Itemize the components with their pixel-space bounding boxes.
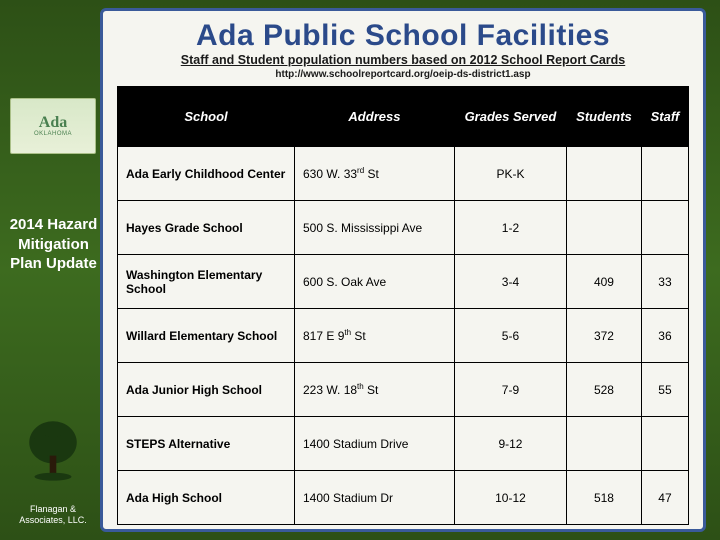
sidebar-title: 2014 Hazard Mitigation Plan Update	[6, 215, 101, 274]
cell-grades: PK-K	[454, 147, 566, 201]
col-grades: Grades Served	[454, 87, 566, 147]
cell-staff: 33	[641, 255, 688, 309]
logo-sub: OKLAHOMA	[34, 131, 72, 137]
cell-grades: 7-9	[454, 363, 566, 417]
cell-students: 409	[567, 255, 642, 309]
cell-students	[567, 417, 642, 471]
facilities-table: School Address Grades Served Students St…	[117, 86, 689, 525]
cell-staff: 55	[641, 363, 688, 417]
cell-students: 518	[567, 471, 642, 525]
cell-staff	[641, 417, 688, 471]
cell-staff: 36	[641, 309, 688, 363]
cell-address: 1400 Stadium Dr	[295, 471, 455, 525]
table-row: Ada High School1400 Stadium Dr10-1251847	[118, 471, 689, 525]
cell-address: 500 S. Mississippi Ave	[295, 201, 455, 255]
footer-line1: Flanagan &	[6, 504, 100, 515]
cell-students: 528	[567, 363, 642, 417]
cell-staff	[641, 147, 688, 201]
footer-line2: Associates, LLC.	[6, 515, 100, 526]
table-row: Ada Junior High School223 W. 18th St7-95…	[118, 363, 689, 417]
cell-students	[567, 147, 642, 201]
col-staff: Staff	[641, 87, 688, 147]
cell-address: 223 W. 18th St	[295, 363, 455, 417]
cell-address: 600 S. Oak Ave	[295, 255, 455, 309]
table-row: Willard Elementary School817 E 9th St5-6…	[118, 309, 689, 363]
cell-grades: 1-2	[454, 201, 566, 255]
page-url: http://www.schoolreportcard.org/oeip-ds-…	[117, 69, 689, 80]
logo-main: Ada	[39, 115, 67, 131]
cell-address: 630 W. 33rd St	[295, 147, 455, 201]
table-row: Hayes Grade School500 S. Mississippi Ave…	[118, 201, 689, 255]
tree-icon	[20, 416, 86, 482]
col-address: Address	[295, 87, 455, 147]
cell-address: 1400 Stadium Drive	[295, 417, 455, 471]
cell-grades: 3-4	[454, 255, 566, 309]
cell-grades: 5-6	[454, 309, 566, 363]
col-school: School	[118, 87, 295, 147]
cell-staff: 47	[641, 471, 688, 525]
cell-address: 817 E 9th St	[295, 309, 455, 363]
main-panel: Ada Public School Facilities Staff and S…	[100, 8, 706, 532]
cell-grades: 10-12	[454, 471, 566, 525]
cell-school: Ada Junior High School	[118, 363, 295, 417]
cell-school: Hayes Grade School	[118, 201, 295, 255]
cell-students	[567, 201, 642, 255]
table-row: Ada Early Childhood Center630 W. 33rd St…	[118, 147, 689, 201]
cell-staff	[641, 201, 688, 255]
col-students: Students	[567, 87, 642, 147]
footer-credit: Flanagan & Associates, LLC.	[6, 504, 100, 527]
page-title: Ada Public School Facilities	[117, 19, 689, 53]
cell-school: Ada High School	[118, 471, 295, 525]
page-subtitle: Staff and Student population numbers bas…	[117, 53, 689, 67]
logo-box: Ada OKLAHOMA	[10, 98, 96, 154]
cell-school: STEPS Alternative	[118, 417, 295, 471]
table-row: STEPS Alternative1400 Stadium Drive9-12	[118, 417, 689, 471]
cell-school: Ada Early Childhood Center	[118, 147, 295, 201]
cell-school: Washington Elementary School	[118, 255, 295, 309]
cell-students: 372	[567, 309, 642, 363]
cell-school: Willard Elementary School	[118, 309, 295, 363]
cell-grades: 9-12	[454, 417, 566, 471]
table-row: Washington Elementary School600 S. Oak A…	[118, 255, 689, 309]
table-header-row: School Address Grades Served Students St…	[118, 87, 689, 147]
